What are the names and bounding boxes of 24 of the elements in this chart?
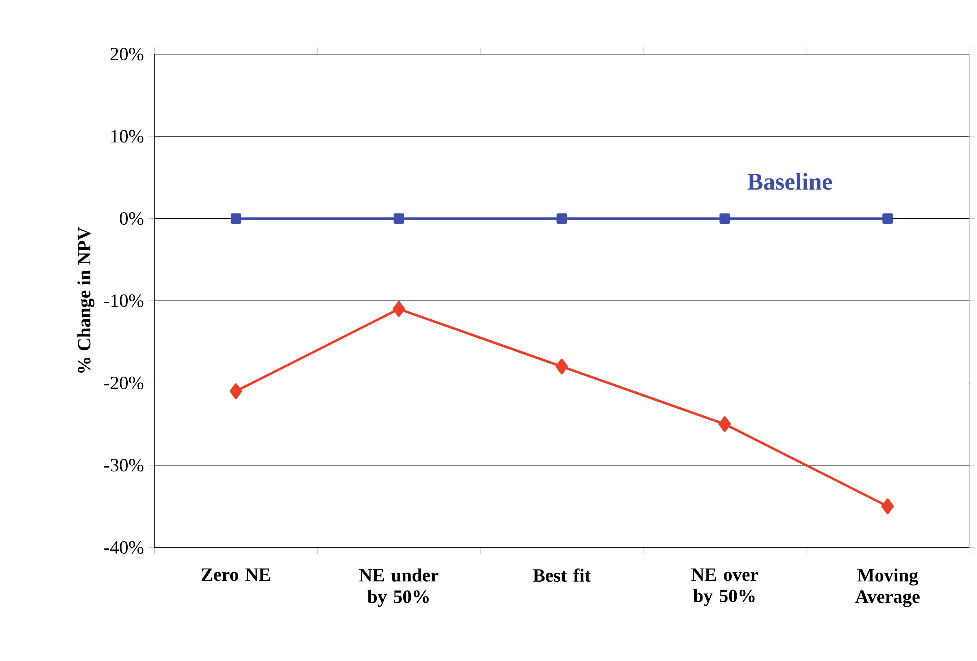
- y-tick-label: 0%: [120, 212, 144, 226]
- point: [392, 301, 406, 318]
- point: [882, 498, 894, 514]
- y-tick-label: -30%: [104, 459, 144, 472]
- point: [720, 214, 730, 224]
- x-tick-label: Zero NE: [202, 568, 270, 582]
- point: [882, 214, 894, 224]
- x-tick-label: Best fit: [533, 568, 591, 582]
- y-axis-title: % Change in NPV: [78, 227, 95, 373]
- y-tick-label: -20%: [104, 376, 144, 390]
- point: [230, 214, 242, 224]
- x-tick-label: Moving Average: [856, 568, 920, 608]
- y-tick-label: 20%: [110, 48, 144, 61]
- point: [556, 358, 568, 375]
- series-label: Baseline: [748, 173, 832, 190]
- point: [556, 214, 568, 224]
- point: [394, 214, 404, 224]
- point: [718, 416, 732, 432]
- y-tick-label: -40%: [104, 541, 144, 554]
- point: [230, 384, 242, 400]
- x-tick-label: NE under by 50%: [359, 568, 439, 608]
- y-tick-label: 10%: [112, 130, 144, 143]
- y-tick-label: -10%: [104, 294, 144, 308]
- x-tick-label: NE over by 50%: [692, 568, 758, 606]
